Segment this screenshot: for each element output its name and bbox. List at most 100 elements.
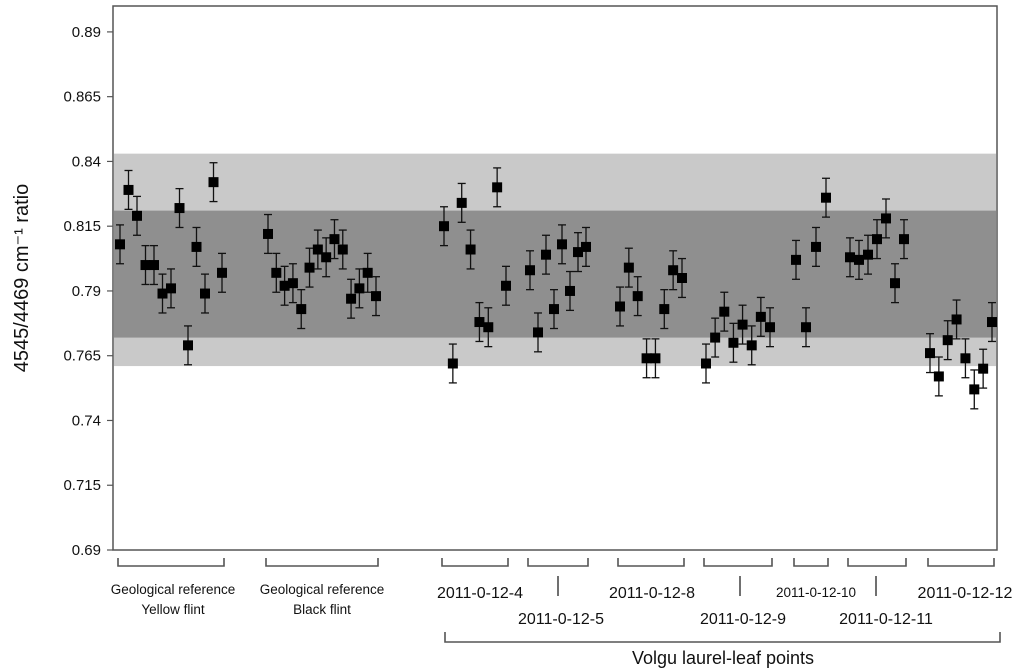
data-point: [701, 358, 711, 369]
data-point: [191, 241, 202, 252]
data-points: [115, 162, 997, 410]
data-point: [465, 244, 476, 255]
data-point: [565, 285, 575, 296]
data-point: [304, 262, 315, 273]
data-point: [362, 267, 373, 278]
data-point: [746, 340, 757, 351]
data-point: [719, 306, 730, 317]
y-tick-label: 0.765: [63, 348, 101, 365]
group-bracket: [527, 558, 589, 567]
data-point: [140, 260, 151, 271]
data-point: [933, 371, 944, 382]
data-point: [263, 228, 273, 239]
data-point: [287, 278, 298, 289]
data-point: [549, 304, 559, 315]
data-point: [474, 317, 485, 328]
group-label: Geological reference Black flint: [260, 582, 385, 617]
data-point: [439, 221, 449, 232]
data-point: [183, 340, 193, 351]
group-bracket: [793, 558, 829, 567]
y-tick-label: 0.865: [63, 89, 101, 106]
data-point: [346, 293, 357, 304]
group-labels: Geological reference Yellow flint Geologic…: [111, 582, 1013, 628]
y-axis-title: 4545/4469 cm⁻¹ ratio: [11, 184, 33, 372]
group-bracket: [703, 558, 773, 567]
data-point: [969, 384, 980, 395]
group-bracket: [441, 558, 509, 567]
group-label: 2011-0-12-11: [839, 611, 933, 628]
data-point: [279, 280, 290, 291]
super-group-bracket: [444, 632, 1001, 643]
data-point: [821, 192, 831, 203]
y-tick-label: 0.79: [72, 283, 101, 300]
data-point: [668, 265, 679, 276]
band-inner: [114, 210, 996, 338]
data-point: [872, 234, 882, 245]
data-point: [123, 184, 134, 195]
data-point: [854, 254, 864, 265]
data-point: [217, 267, 227, 278]
data-point: [296, 304, 307, 315]
group-label: 2011-0-12-8: [609, 585, 695, 602]
data-point: [632, 291, 643, 302]
data-point: [447, 358, 458, 369]
data-point: [755, 311, 766, 322]
data-point: [312, 244, 323, 255]
data-point: [541, 249, 551, 260]
data-point: [942, 335, 953, 346]
y-axis: 0.69 0.715 0.74 0.765 0.79 0.815 0.84 0.865 0.89: [63, 24, 113, 559]
data-point: [501, 280, 511, 291]
data-point: [492, 182, 503, 193]
data-point: [811, 241, 821, 252]
data-point: [791, 254, 801, 265]
data-point: [737, 319, 748, 330]
data-point: [623, 262, 634, 273]
y-tick-label: 0.74: [72, 412, 101, 429]
data-point: [581, 241, 591, 252]
data-point: [659, 304, 670, 315]
data-point: [483, 322, 494, 333]
group-bracket: [847, 558, 907, 567]
data-point: [925, 348, 935, 359]
y-tick-label: 0.84: [72, 153, 101, 170]
data-point: [987, 317, 997, 328]
data-point: [371, 291, 381, 302]
y-tick-label: 0.89: [72, 24, 101, 41]
data-point: [115, 239, 125, 250]
data-point: [132, 210, 142, 221]
data-point: [329, 234, 340, 245]
group-label: 2011-0-12-4: [437, 585, 523, 602]
data-point: [863, 249, 873, 260]
data-point: [615, 301, 625, 312]
data-point: [200, 288, 210, 299]
group-brackets: [117, 558, 1001, 643]
data-point: [710, 332, 721, 343]
super-group-label: Volgu laurel-leaf points: [632, 648, 814, 668]
group-label: 2011-0-12-5: [518, 611, 604, 628]
data-point: [960, 353, 971, 364]
data-point: [271, 267, 282, 278]
data-point: [573, 247, 583, 258]
data-point: [801, 322, 811, 333]
data-point: [166, 283, 176, 294]
data-point: [728, 337, 739, 348]
data-point: [354, 283, 365, 294]
data-point: [899, 234, 909, 245]
data-point: [677, 273, 687, 283]
data-point: [765, 322, 775, 333]
y-tick-label: 0.69: [72, 542, 101, 559]
data-point: [157, 288, 168, 299]
plot-frame: [112, 5, 998, 551]
data-point: [174, 203, 185, 214]
data-point: [533, 327, 543, 338]
data-point: [337, 244, 348, 255]
data-point: [650, 353, 661, 364]
data-point: [890, 278, 900, 289]
group-bracket: [117, 558, 225, 567]
group-bracket: [265, 558, 379, 567]
data-point: [557, 239, 567, 250]
data-point: [525, 265, 535, 276]
group-label: 2011-0-12-12: [918, 585, 1013, 602]
y-tick-label: 0.815: [63, 218, 101, 235]
